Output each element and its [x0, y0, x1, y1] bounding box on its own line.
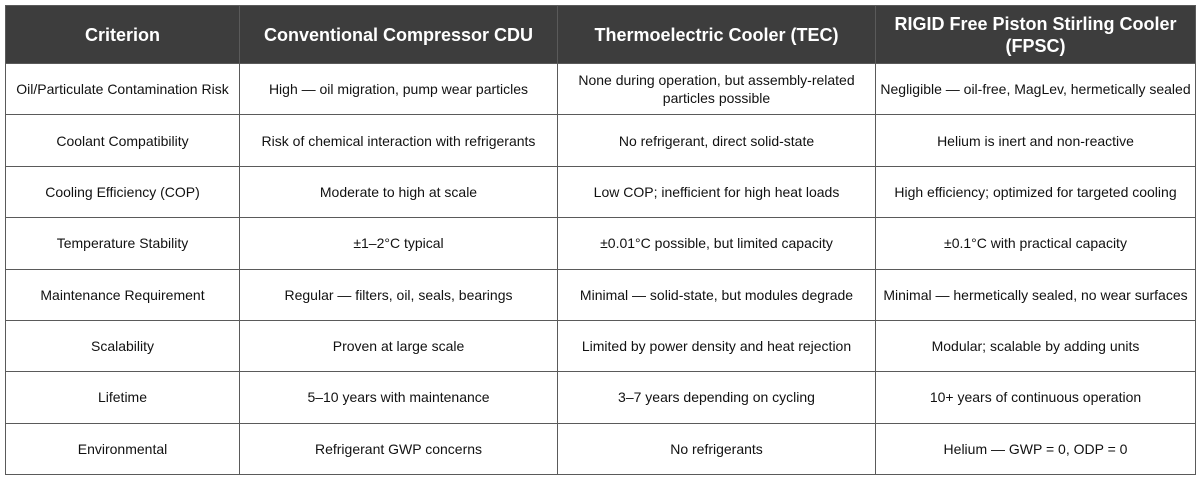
table-row: Oil/Particulate Contamination Risk High …	[5, 62, 1196, 116]
fpsc-cell: Minimal — hermetically sealed, no wear s…	[875, 268, 1196, 321]
fpsc-cell: Helium is inert and non-reactive	[875, 114, 1196, 167]
criterion-cell: Lifetime	[5, 371, 240, 424]
tec-cell: Minimal — solid-state, but modules degra…	[557, 268, 876, 321]
criterion-cell: Coolant Compatibility	[5, 114, 240, 167]
table-row: Maintenance Requirement Regular — filter…	[5, 268, 1196, 321]
table-row: Coolant Compatibility Risk of chemical i…	[5, 114, 1196, 167]
header-tec: Thermoelectric Cooler (TEC)	[557, 5, 876, 64]
criterion-cell: Maintenance Requirement	[5, 268, 240, 321]
tec-cell: ±0.01°C possible, but limited capacity	[557, 217, 876, 270]
criterion-cell: Cooling Efficiency (COP)	[5, 165, 240, 219]
table-row: Environmental Refrigerant GWP concerns N…	[5, 422, 1196, 476]
cdu-cell: Risk of chemical interaction with refrig…	[239, 114, 558, 167]
table-header: Criterion Conventional Compressor CDU Th…	[5, 5, 1196, 64]
tec-cell: Limited by power density and heat reject…	[557, 319, 876, 373]
criterion-cell: Environmental	[5, 422, 240, 476]
fpsc-cell: Helium — GWP = 0, ODP = 0	[875, 422, 1196, 476]
cdu-cell: 5–10 years with maintenance	[239, 371, 558, 424]
header-compressor-cdu: Conventional Compressor CDU	[239, 5, 558, 64]
criterion-cell: Oil/Particulate Contamination Risk	[5, 62, 240, 116]
table-row: Scalability Proven at large scale Limite…	[5, 319, 1196, 373]
tec-cell: No refrigerants	[557, 422, 876, 476]
criterion-cell: Scalability	[5, 319, 240, 373]
tec-cell: Low COP; inefficient for high heat loads	[557, 165, 876, 219]
cdu-cell: Regular — filters, oil, seals, bearings	[239, 268, 558, 321]
cdu-cell: ±1–2°C typical	[239, 217, 558, 270]
fpsc-cell: Negligible — oil-free, MagLev, hermetica…	[875, 62, 1196, 116]
tec-cell: None during operation, but assembly-rela…	[557, 62, 876, 116]
criterion-cell: Temperature Stability	[5, 217, 240, 270]
cdu-cell: Moderate to high at scale	[239, 165, 558, 219]
table-row: Lifetime 5–10 years with maintenance 3–7…	[5, 371, 1196, 424]
comparison-table: Criterion Conventional Compressor CDU Th…	[5, 5, 1196, 476]
cdu-cell: Refrigerant GWP concerns	[239, 422, 558, 476]
header-fpsc: RIGID Free Piston Stirling Cooler (FPSC)	[875, 5, 1196, 64]
table-row: Cooling Efficiency (COP) Moderate to hig…	[5, 165, 1196, 219]
cdu-cell: High — oil migration, pump wear particle…	[239, 62, 558, 116]
fpsc-cell: Modular; scalable by adding units	[875, 319, 1196, 373]
tec-cell: No refrigerant, direct solid-state	[557, 114, 876, 167]
header-row: Criterion Conventional Compressor CDU Th…	[5, 5, 1196, 64]
cdu-cell: Proven at large scale	[239, 319, 558, 373]
table-body: Oil/Particulate Contamination Risk High …	[5, 62, 1196, 476]
table-row: Temperature Stability ±1–2°C typical ±0.…	[5, 217, 1196, 270]
tec-cell: 3–7 years depending on cycling	[557, 371, 876, 424]
fpsc-cell: 10+ years of continuous operation	[875, 371, 1196, 424]
fpsc-cell: ±0.1°C with practical capacity	[875, 217, 1196, 270]
fpsc-cell: High efficiency; optimized for targeted …	[875, 165, 1196, 219]
header-criterion: Criterion	[5, 5, 240, 64]
